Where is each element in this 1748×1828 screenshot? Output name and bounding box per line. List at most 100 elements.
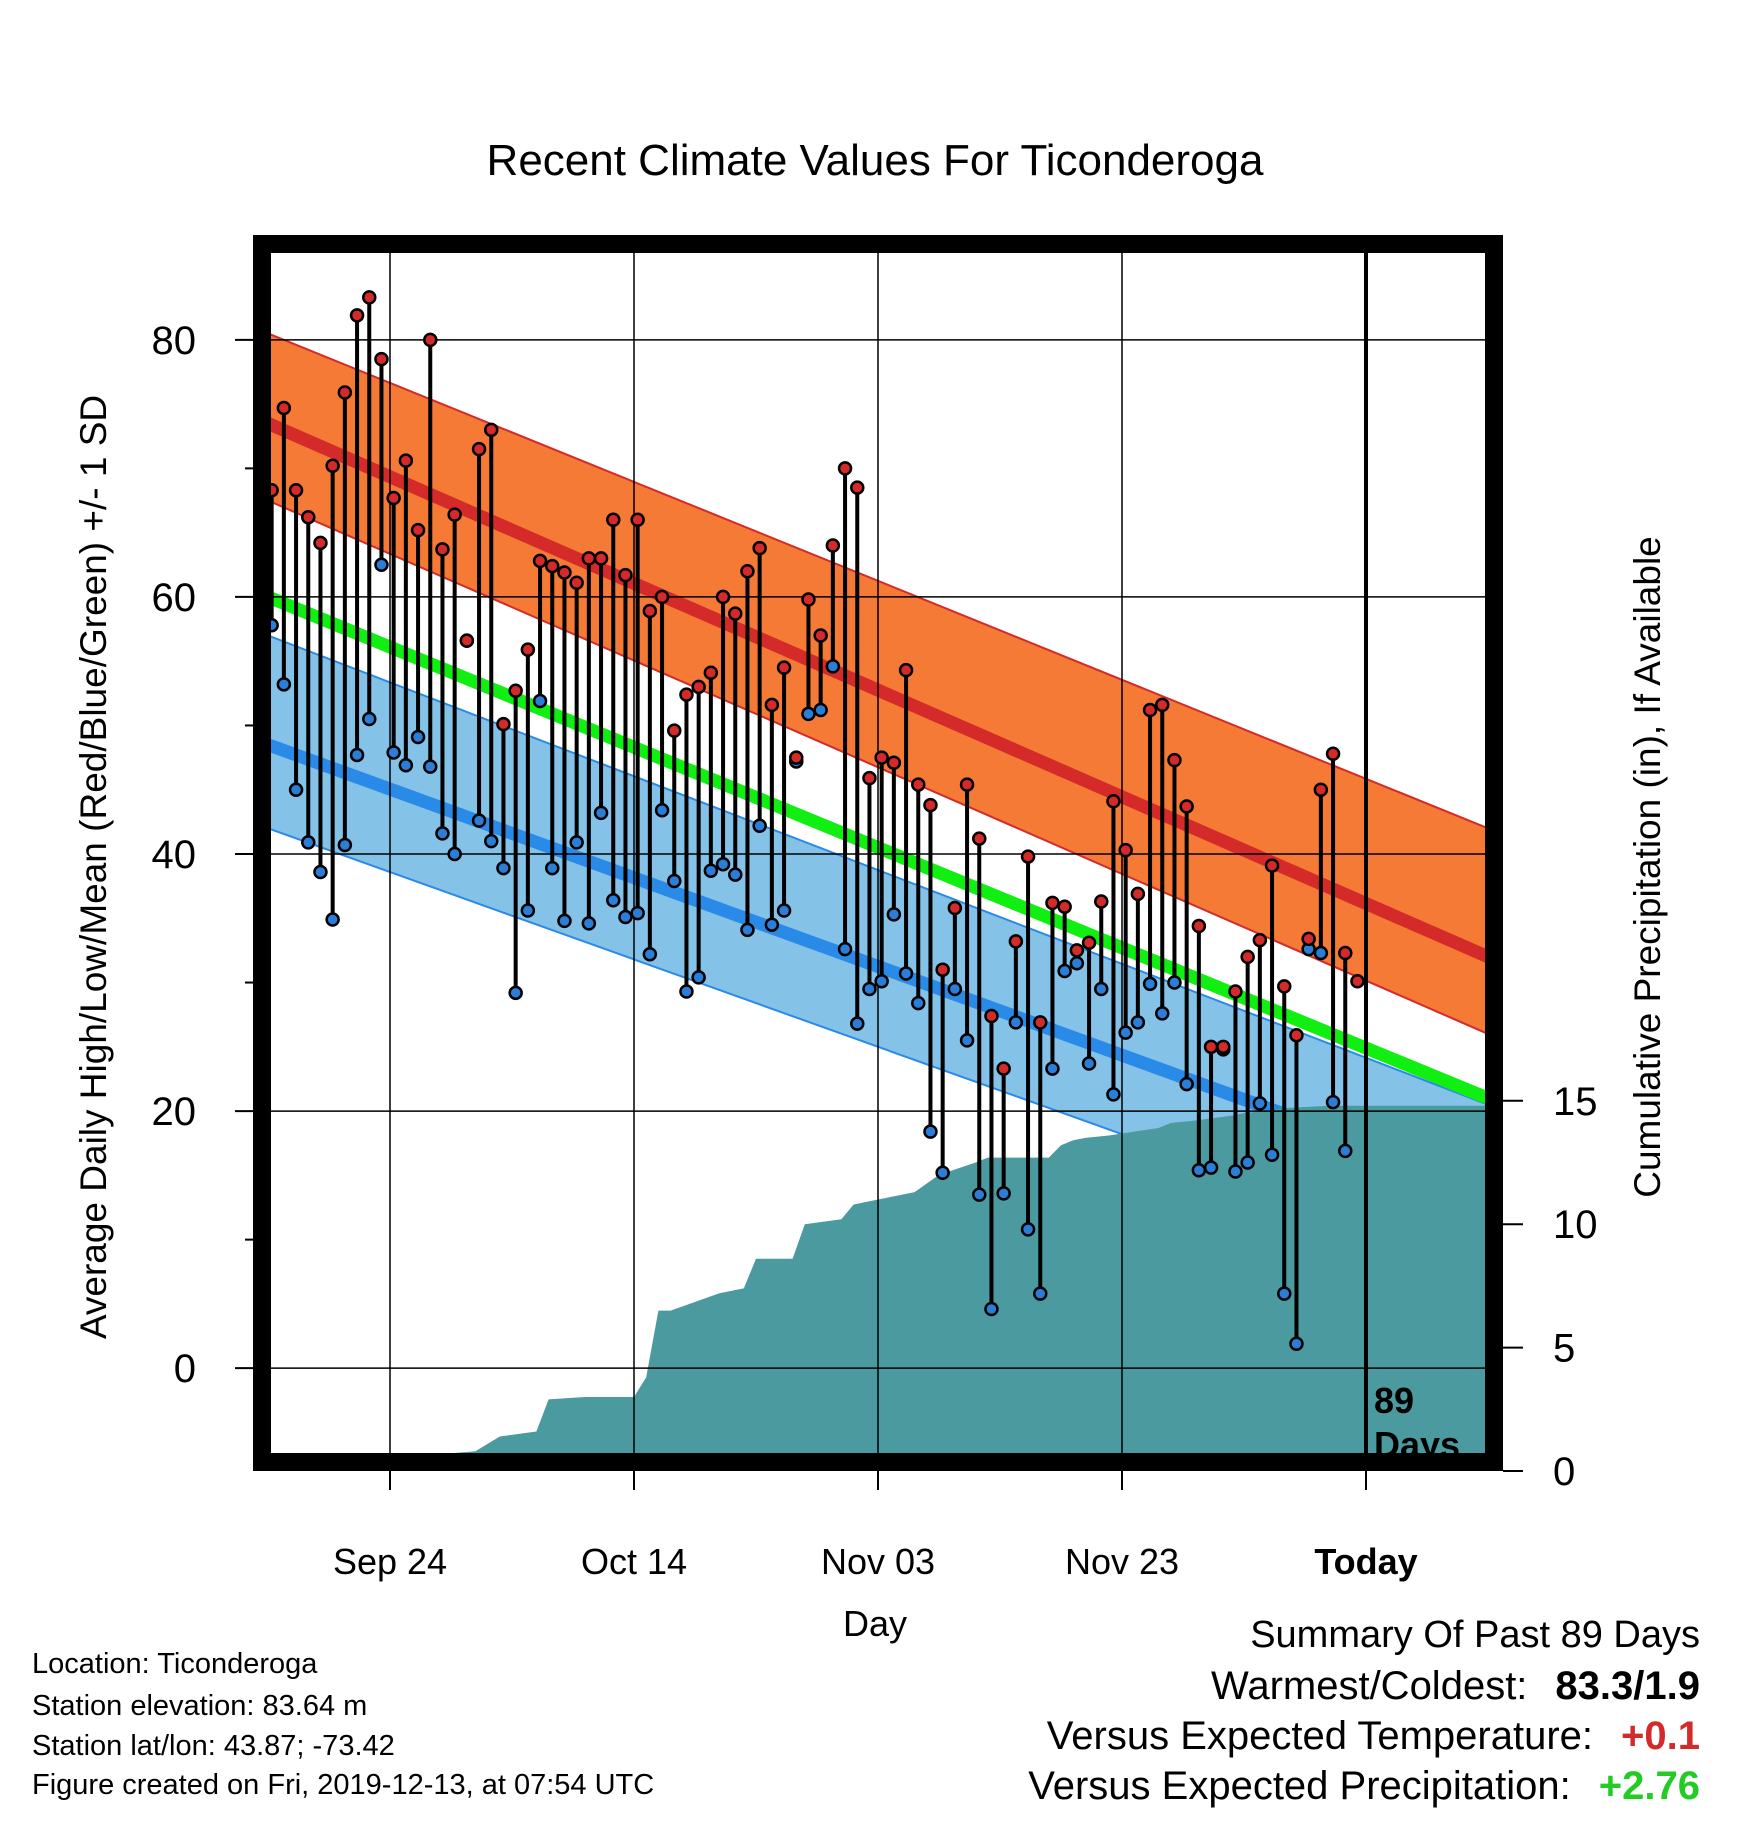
daily-high-point xyxy=(459,633,475,648)
daily-high-point xyxy=(813,628,828,643)
daily-high-point xyxy=(630,512,645,528)
daily-high-point xyxy=(557,565,572,580)
daily-high-point xyxy=(410,522,426,538)
daily-high-point xyxy=(801,592,816,607)
daily-high-point xyxy=(1264,858,1280,873)
daily-low-point xyxy=(703,863,719,878)
daily-low-point xyxy=(1264,1147,1280,1163)
temp-label: Versus Expected Temperature: xyxy=(1046,1714,1594,1758)
daily-high-point xyxy=(825,538,841,553)
daily-high-point xyxy=(947,900,963,916)
daily-low-point xyxy=(1008,1015,1024,1030)
daily-low-point xyxy=(1045,1061,1060,1076)
daily-high-point xyxy=(1008,934,1024,949)
daily-low-point xyxy=(923,1124,938,1139)
daily-high-point xyxy=(703,665,719,681)
daily-low-point xyxy=(667,873,682,889)
daily-low-point xyxy=(874,974,889,989)
summary-temp-row: Versus Expected Temperature: +0.1 xyxy=(1047,1714,1700,1759)
precip-value: +2.76 xyxy=(1598,1764,1700,1808)
daily-low-point xyxy=(764,917,780,932)
daily-high-point xyxy=(1216,1039,1231,1055)
y-tick-label: 60 xyxy=(152,576,197,620)
daily-high-point xyxy=(1191,918,1207,934)
daily-low-point xyxy=(435,826,450,841)
daily-high-point xyxy=(1020,849,1036,864)
daily-low-point xyxy=(996,1186,1011,1201)
daily-low-point xyxy=(1203,1160,1219,1175)
daily-low-point xyxy=(1081,1056,1097,1071)
daily-low-point xyxy=(1155,1006,1170,1021)
daily-high-point xyxy=(1252,932,1268,948)
daily-high-point xyxy=(789,750,804,765)
daily-high-point xyxy=(1069,943,1085,958)
daily-high-point xyxy=(1155,697,1170,713)
precip-label: Versus Expected Precipitation: xyxy=(1028,1764,1571,1808)
daily-high-point xyxy=(471,441,487,457)
x-tick-label: Sep 24 xyxy=(333,1541,447,1582)
daily-low-point xyxy=(484,833,499,849)
daily-low-point xyxy=(862,981,877,997)
summary-precip-row: Versus Expected Precipitation: +2.76 xyxy=(1028,1764,1700,1809)
daily-low-point xyxy=(520,903,536,918)
y-axis-label: Average Daily High/Low/Mean (Red/Blue/Gr… xyxy=(73,395,114,1339)
daily-low-point xyxy=(398,758,414,773)
daily-high-point xyxy=(740,563,755,579)
daily-low-point xyxy=(325,912,340,927)
daily-low-point xyxy=(984,1301,999,1317)
warmest-value: 83.3/1.9 xyxy=(1555,1664,1700,1708)
y2-tick-label: 5 xyxy=(1553,1327,1575,1371)
daily-high-point xyxy=(984,1008,999,1024)
daily-high-point xyxy=(288,482,304,498)
daily-high-point xyxy=(776,660,792,675)
daily-high-point xyxy=(423,332,438,348)
daily-high-point xyxy=(1179,799,1194,814)
daily-low-point xyxy=(837,941,853,957)
daily-high-point xyxy=(1033,1015,1048,1030)
daily-low-point xyxy=(386,745,401,760)
daily-high-point xyxy=(618,567,633,583)
summary-warmest-row: Warmest/Coldest: 83.3/1.9 xyxy=(1211,1664,1700,1709)
daily-low-point xyxy=(715,857,731,872)
daily-low-point xyxy=(935,1165,950,1181)
daily-high-point xyxy=(1045,895,1060,911)
daily-low-point xyxy=(911,995,926,1011)
daily-high-point xyxy=(837,461,853,476)
daily-high-point xyxy=(1338,945,1353,961)
daily-low-point xyxy=(1020,1222,1036,1237)
daily-low-point xyxy=(1033,1286,1048,1301)
daily-low-point xyxy=(496,860,511,876)
daily-low-point xyxy=(374,557,389,573)
daily-low-point xyxy=(1057,963,1072,979)
daily-low-point xyxy=(825,659,841,674)
daily-low-point xyxy=(850,1016,865,1031)
daily-high-point xyxy=(435,542,450,557)
daily-high-point xyxy=(1277,979,1292,994)
daily-low-point xyxy=(557,913,572,929)
x-axis-label: Day xyxy=(843,1603,907,1644)
daily-low-point xyxy=(740,922,755,938)
daily-low-point xyxy=(898,966,914,981)
daily-low-point xyxy=(1106,1087,1121,1102)
station-latlon: Station lat/lon: 43.87; -73.42 xyxy=(32,1730,395,1762)
daily-high-point xyxy=(679,687,694,702)
daily-low-point xyxy=(1325,1094,1341,1110)
y-tick-label: 0 xyxy=(174,1347,196,1391)
daily-high-point xyxy=(508,683,523,699)
daily-high-point xyxy=(972,831,987,846)
daily-low-point xyxy=(1252,1096,1268,1111)
daily-high-point xyxy=(1118,842,1133,858)
daily-low-point xyxy=(679,984,694,999)
daily-high-point xyxy=(569,575,584,591)
daily-high-point xyxy=(581,551,597,566)
daily-high-point xyxy=(484,422,499,438)
daily-high-point xyxy=(606,512,621,528)
daily-high-point xyxy=(691,679,706,695)
daily-low-point xyxy=(801,706,816,722)
daily-low-point xyxy=(618,909,633,925)
daily-high-point xyxy=(935,962,950,977)
daily-low-point xyxy=(1179,1076,1194,1092)
daily-low-point xyxy=(606,893,621,908)
figure-created: Figure created on Fri, 2019-12-13, at 07… xyxy=(32,1769,655,1801)
